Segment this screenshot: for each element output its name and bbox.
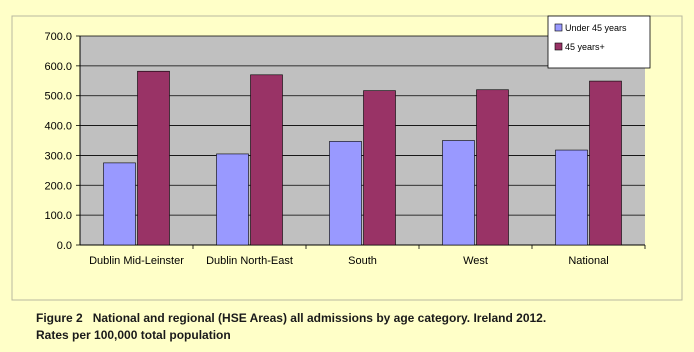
chart-frame [11, 15, 683, 301]
y-tick-label: 0.0 [57, 240, 72, 252]
bar-over45 [137, 70, 170, 246]
figure-caption-line2: Rates per 100,000 total population [36, 328, 231, 342]
y-tick-label: 700.0 [44, 31, 72, 43]
legend-swatch [554, 23, 563, 32]
y-tick-label: 500.0 [44, 91, 72, 103]
plot-area [80, 36, 645, 245]
y-tick-label: 400.0 [44, 121, 72, 133]
bar-over45 [363, 90, 396, 246]
figure-label: Figure 2 [36, 311, 83, 325]
y-tick-label: 300.0 [44, 150, 72, 162]
y-tick-label: 200.0 [44, 180, 72, 192]
bar-under45 [442, 140, 475, 246]
figure-caption-text: National and regional (HSE Areas) all ad… [92, 311, 547, 325]
bar-under45 [103, 162, 136, 246]
legend-swatch [554, 42, 563, 51]
legend-box [547, 15, 651, 69]
y-tick-label: 100.0 [44, 210, 72, 222]
bar-over45 [589, 80, 622, 246]
bar-under45 [216, 153, 249, 246]
bar-under45 [555, 149, 588, 246]
bar-under45 [329, 141, 362, 246]
x-tick-label: Dublin North-East [206, 255, 293, 267]
x-tick-label: West [463, 255, 488, 267]
figure-caption-line1: Figure 2 National and regional (HSE Areas… [36, 311, 546, 325]
bar-over45 [250, 74, 283, 246]
bar-over45 [476, 89, 509, 246]
x-tick-label: South [348, 255, 377, 267]
legend-label: 45 years+ [565, 42, 605, 52]
y-tick-label: 600.0 [44, 61, 72, 73]
x-tick-label: National [568, 255, 608, 267]
legend-label: Under 45 years [565, 23, 627, 33]
x-tick-label: Dublin Mid-Leinster [89, 255, 184, 267]
